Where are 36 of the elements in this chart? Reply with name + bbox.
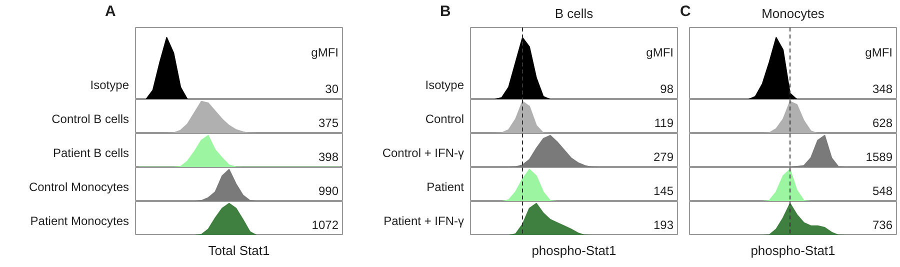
annotation: 990	[318, 184, 339, 198]
annotation: 98	[660, 82, 674, 96]
x-axis-title: phospho-Stat1	[750, 242, 836, 260]
annotation: 628	[872, 116, 893, 130]
series-label: Patient + IFN-γ	[382, 212, 465, 230]
annotation: gMFI	[865, 46, 893, 60]
annotation: 30	[325, 82, 339, 96]
chart-subtitle: Monocytes	[760, 5, 826, 23]
annotation: 736	[872, 218, 893, 232]
chart-title: C	[680, 2, 691, 22]
annotation: 375	[318, 116, 339, 130]
annotation: 1589	[866, 150, 893, 164]
series-label: Control	[424, 110, 465, 128]
chart-title: B	[440, 2, 451, 22]
annotation: gMFI	[646, 46, 674, 60]
annotation: 1072	[312, 218, 339, 232]
series-label: Control B cells	[50, 110, 130, 128]
annotation: 145	[653, 184, 674, 198]
annotation: 398	[318, 150, 339, 164]
series-label: Patient Monocytes	[29, 212, 130, 230]
series-label: Patient	[426, 178, 465, 196]
series-label: Isotype	[89, 76, 130, 94]
series-label: Control + IFN-γ	[381, 144, 465, 162]
series-label: Isotype	[424, 76, 465, 94]
series-label: Patient B cells	[52, 144, 130, 162]
annotation: 119	[654, 116, 674, 130]
annotation: gMFI	[311, 46, 339, 60]
annotation: 279	[653, 150, 674, 164]
annotation: 348	[872, 82, 893, 96]
annotation: 193	[653, 218, 674, 232]
chart-subtitle: B cells	[554, 5, 594, 23]
x-axis-title: phospho-Stat1	[530, 242, 618, 260]
x-axis-title: Total Stat1	[207, 242, 271, 260]
chart-title: A	[105, 2, 116, 22]
annotation: 548	[872, 184, 893, 198]
series-label: Control Monocytes	[28, 178, 130, 196]
